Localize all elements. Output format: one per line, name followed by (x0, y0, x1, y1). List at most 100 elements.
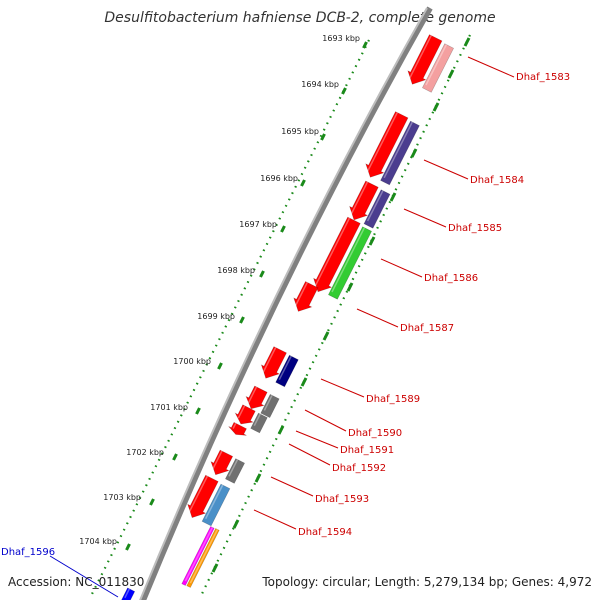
cds-Dhaf_1593-highlight (228, 459, 239, 477)
ruler-major-tick (362, 41, 368, 49)
gene-Dhaf_1590 (245, 385, 268, 410)
inner-feature-ticks (199, 34, 471, 599)
gene-Dhaf_1584-highlight (366, 112, 398, 172)
gene-Dhaf_1584 (365, 111, 409, 178)
cds-Dhaf_1586-highlight (331, 227, 366, 293)
gene-Dhaf_1591-highlight (237, 405, 246, 419)
leader-Dhaf_1584 (423, 159, 469, 180)
leader-Dhaf_1587 (356, 308, 399, 328)
cds-Dhaf_1593 (224, 458, 246, 484)
gene-Dhaf_1594 (187, 474, 219, 518)
gene-Dhaf_1587 (293, 281, 319, 312)
gene-Dhaf_1592 (228, 421, 247, 436)
label-Dhaf_1589: Dhaf_1589 (366, 394, 420, 405)
ruler-tick-label: 1694 kbp (301, 80, 339, 89)
label-Dhaf_1587: Dhaf_1587 (400, 323, 454, 334)
cds-Dhaf_1583 (421, 43, 455, 93)
feature-orange-stripe-highlight (189, 529, 219, 584)
ruler-major-tick (172, 453, 178, 461)
ruler-tick-label: 1697 kbp (239, 220, 277, 229)
gene-Dhaf_1585-highlight (350, 181, 369, 215)
ruler-tick-label: 1701 kbp (150, 403, 188, 412)
label-Dhaf_1593: Dhaf_1593 (315, 494, 369, 505)
ruler-tick-label: 1704 kbp (79, 537, 117, 546)
gene-Dhaf_1585 (349, 180, 379, 221)
ruler-major-tick (320, 133, 326, 141)
cds-Dhaf_1589-highlight (278, 355, 292, 381)
leader-Dhaf_1594 (253, 509, 297, 530)
leader-Dhaf_1592 (288, 443, 331, 466)
gene-Dhaf_1596-highlight (124, 588, 131, 599)
inner-tick (410, 148, 418, 158)
ruler-tick-label: 1699 kbp (197, 312, 235, 321)
ruler-tick-label: 1698 kbp (217, 266, 255, 275)
leader-Dhaf_1583 (467, 56, 515, 78)
ruler-major-tick (125, 543, 131, 551)
inner-tick (447, 69, 455, 79)
inner-tick (346, 282, 354, 292)
gene-Dhaf_1589-highlight (262, 347, 277, 373)
gene-Dhaf_1593 (210, 449, 234, 476)
gene-Dhaf_1594-highlight (188, 475, 209, 513)
cds-Dhaf_1585-highlight (366, 190, 384, 222)
inner-tick (254, 473, 262, 483)
label-Dhaf_1596: Dhaf_1596 (1, 547, 55, 558)
map-title: Desulfitobacterium hafniense DCB-2, comp… (104, 10, 495, 26)
cds-Dhaf_1594 (201, 483, 231, 527)
inner-tick (211, 563, 219, 573)
ruler-major-tick (217, 362, 223, 370)
ruler-dotted-line (89, 39, 370, 599)
cds-Dhaf_1591 (250, 412, 268, 434)
gene-Dhaf_1596 (121, 587, 136, 600)
gene-Dhaf_1587-highlight (294, 282, 308, 306)
kbp-ruler: 1693 kbp 1694 kbp 1695 kbp 1696 kbp 1697 kbp… (79, 34, 370, 599)
inner-tick (368, 236, 376, 246)
leader-Dhaf_1590 (304, 409, 347, 432)
cds-Dhaf_1591-highlight (253, 413, 261, 427)
ruler-major-tick (341, 87, 347, 95)
ruler-major-tick (149, 498, 155, 506)
ruler-major-tick (239, 316, 245, 324)
label-Dhaf_1594: Dhaf_1594 (298, 527, 352, 538)
gene-Dhaf_1583-highlight (408, 35, 432, 79)
gene-Dhaf_1586-highlight (314, 217, 351, 287)
ruler-tick-label: 1693 kbp (322, 34, 360, 43)
gene-Dhaf_1589 (260, 346, 287, 379)
inner-tick (322, 331, 330, 341)
leader-Dhaf_1593 (270, 476, 314, 497)
leader-Dhaf_1586 (380, 258, 423, 278)
ruler-major-tick (300, 179, 306, 187)
accession-text: Accession: NC_011830 (8, 575, 144, 589)
label-Dhaf_1591: Dhaf_1591 (340, 445, 394, 456)
cds-Dhaf_1594-highlight (205, 484, 224, 520)
genome-backbone (139, 6, 433, 600)
leader-Dhaf_1596 (49, 555, 119, 598)
inner-tick (277, 425, 285, 435)
label-Dhaf_1583: Dhaf_1583 (516, 72, 570, 83)
leader-Dhaf_1591 (295, 430, 339, 449)
feature-orange-stripe (186, 528, 220, 588)
ruler-tick-label: 1695 kbp (281, 127, 319, 136)
ruler-tick-label: 1696 kbp (260, 174, 298, 183)
ruler-tick-label: 1700 kbp (173, 357, 211, 366)
cds-Dhaf_1590-highlight (263, 394, 273, 411)
gene-labels: Dhaf_1583 Dhaf_1584 Dhaf_1585 Dhaf_1586 Dhaf… (1, 72, 570, 558)
ruler-tick-label: 1703 kbp (103, 493, 141, 502)
feature-magenta-stripe-highlight (184, 527, 214, 582)
inner-tick (432, 102, 440, 112)
cds-Dhaf_1589 (275, 354, 299, 388)
label-leader-lines (49, 56, 515, 598)
feature-magenta-stripe (181, 526, 215, 586)
cds-Dhaf_1583-highlight (425, 44, 448, 86)
leader-Dhaf_1589 (320, 378, 365, 398)
ruler-major-tick (259, 270, 265, 278)
gene-Dhaf_1591 (234, 404, 256, 425)
gene-Dhaf_1593-highlight (212, 450, 223, 470)
topology-text: Topology: circular; Length: 5,279,134 bp… (261, 575, 592, 589)
gene-features (121, 34, 455, 600)
cds-Dhaf_1586 (327, 226, 373, 300)
ruler-major-tick (195, 407, 201, 415)
ruler-tick-label: 1702 kbp (126, 448, 164, 457)
leader-Dhaf_1585 (403, 208, 447, 228)
